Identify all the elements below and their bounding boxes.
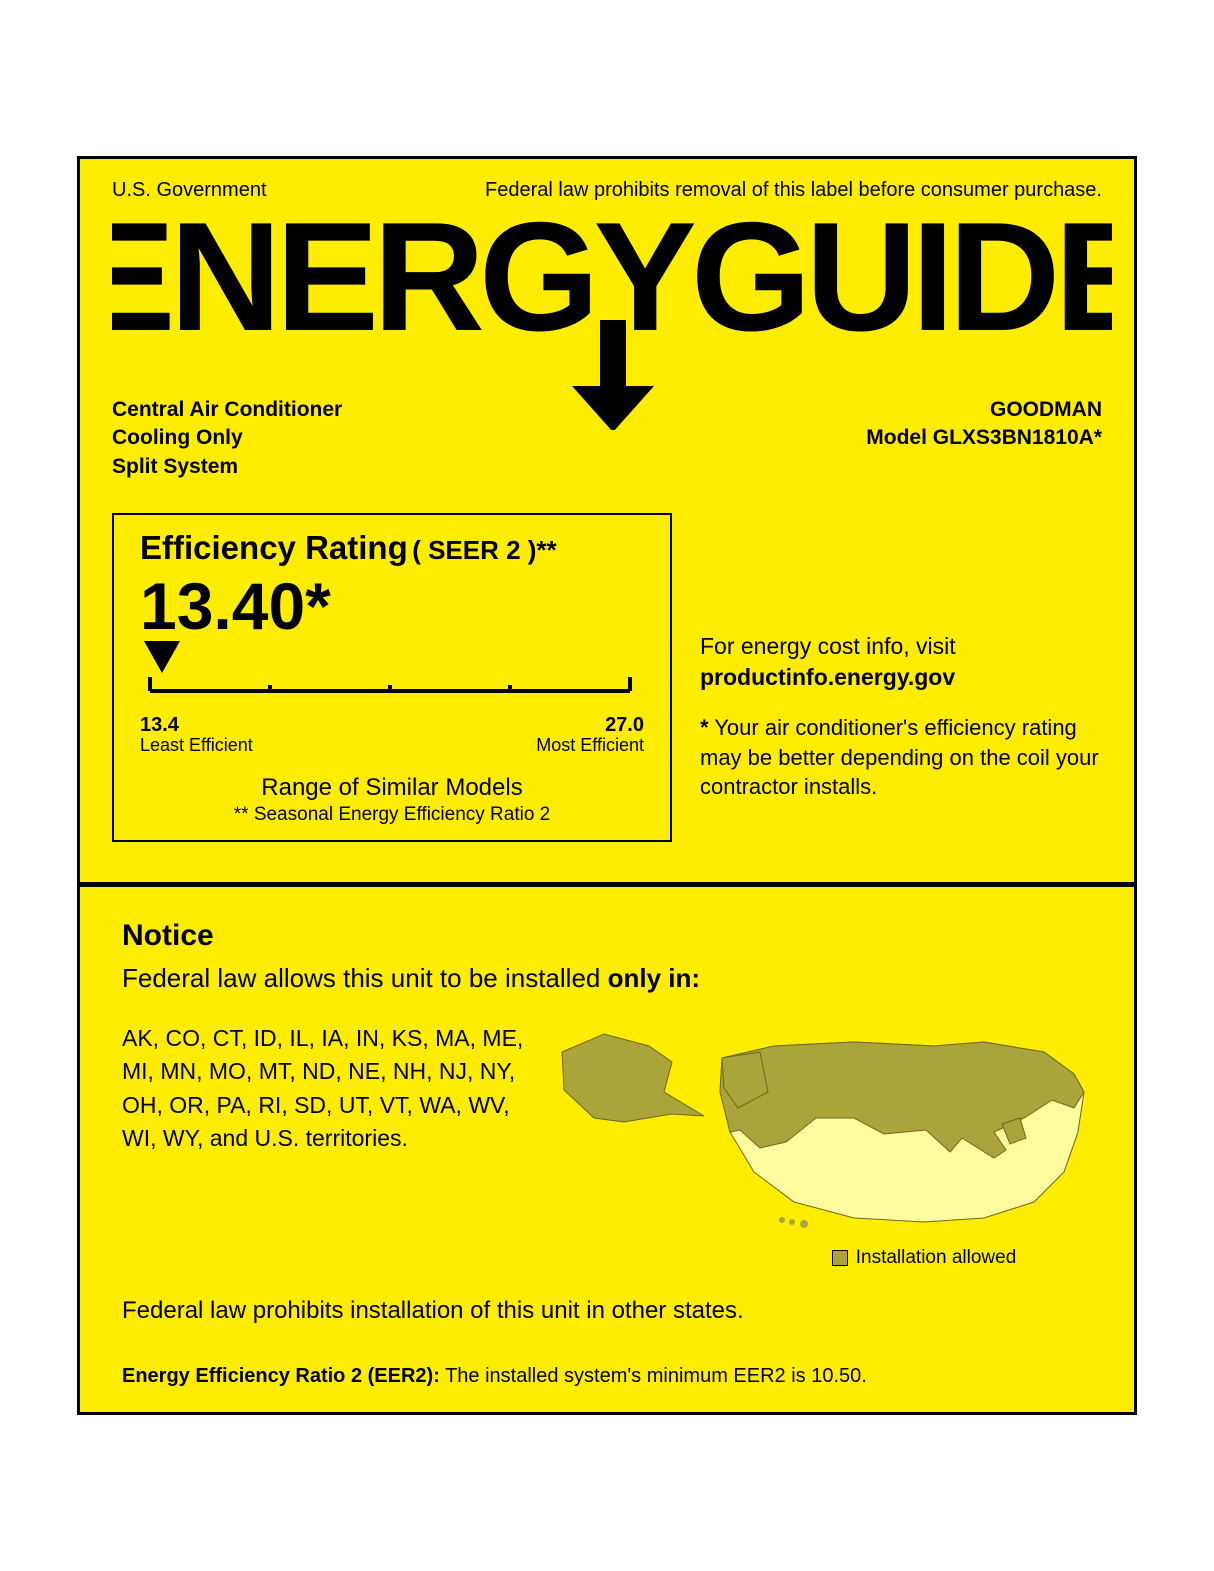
range-sub: ** Seasonal Energy Efficiency Ratio 2 xyxy=(140,804,644,826)
scale-min-label: Least Efficient xyxy=(140,735,253,756)
mid-row: Efficiency Rating ( SEER 2 )** 13.40* xyxy=(112,513,1102,842)
eer-text: The installed system's minimum EER2 is 1… xyxy=(440,1365,867,1387)
states-list: AK, CO, CT, ID, IL, IA, IN, KS, MA, ME, … xyxy=(122,1022,542,1155)
brand: GOODMAN xyxy=(866,396,1102,424)
product-type-line1: Central Air Conditioner xyxy=(112,396,342,424)
legend-text: Installation allowed xyxy=(856,1247,1017,1269)
product-type-line3: Split System xyxy=(112,453,342,481)
visit-text: For energy cost info, visit xyxy=(700,633,956,659)
notice-line: Federal law allows this unit to be insta… xyxy=(122,963,1096,994)
us-map: Installation allowed xyxy=(552,1022,1096,1269)
header-row: U.S. Government Federal law prohibits re… xyxy=(112,179,1102,202)
product-type: Central Air Conditioner Cooling Only Spl… xyxy=(112,396,342,481)
notice-title: Notice xyxy=(122,919,1096,953)
scale-values: 13.4 27.0 xyxy=(140,714,644,737)
scale-min: 13.4 xyxy=(140,714,179,737)
scale-max: 27.0 xyxy=(605,714,644,737)
scale: 13.4 27.0 Least Efficient Most Efficient xyxy=(140,641,644,756)
range-caption: Range of Similar Models xyxy=(140,774,644,802)
rating-title: Efficiency Rating xyxy=(140,529,408,566)
rating-subtitle: ( SEER 2 )** xyxy=(412,535,557,565)
efficiency-note: * Your air conditioner's efficiency rati… xyxy=(700,713,1102,802)
note-text: Your air conditioner's efficiency rating… xyxy=(700,715,1099,799)
efficiency-rating-box: Efficiency Rating ( SEER 2 )** 13.40* xyxy=(112,513,672,842)
prohibit-text: Federal law prohibits installation of th… xyxy=(122,1297,1096,1325)
top-section: U.S. Government Federal law prohibits re… xyxy=(80,159,1134,862)
model: Model GLXS3BN1810A* xyxy=(866,424,1102,452)
scale-max-label: Most Efficient xyxy=(536,735,644,756)
eer-label: Energy Efficiency Ratio 2 (EER2): xyxy=(122,1365,440,1387)
notice-line-text: Federal law allows this unit to be insta… xyxy=(122,963,608,993)
removal-warning: Federal law prohibits removal of this la… xyxy=(485,179,1102,202)
product-model: GOODMAN Model GLXS3BN1810A* xyxy=(866,396,1102,481)
product-type-line2: Cooling Only xyxy=(112,424,342,452)
legend-swatch-icon xyxy=(832,1250,848,1266)
gov-text: U.S. Government xyxy=(112,179,267,202)
visit-url: productinfo.energy.gov xyxy=(700,664,955,690)
energy-guide-label: U.S. Government Federal law prohibits re… xyxy=(77,156,1137,1415)
rating-value: 13.40* xyxy=(140,573,644,639)
note-prefix: * xyxy=(700,715,709,740)
visit-block: For energy cost info, visit productinfo.… xyxy=(700,631,1102,693)
states-map-row: AK, CO, CT, ID, IL, IA, IN, KS, MA, ME, … xyxy=(122,1022,1096,1269)
map-legend: Installation allowed xyxy=(752,1247,1096,1269)
rating-heading: Efficiency Rating ( SEER 2 )** xyxy=(140,529,644,567)
notice-line-bold: only in: xyxy=(608,963,700,993)
bottom-section: Notice Federal law allows this unit to b… xyxy=(80,887,1134,1412)
eer-line: Energy Efficiency Ratio 2 (EER2): The in… xyxy=(122,1365,1096,1388)
side-info: For energy cost info, visit productinfo.… xyxy=(700,513,1102,842)
scale-sublabels: Least Efficient Most Efficient xyxy=(140,735,644,756)
